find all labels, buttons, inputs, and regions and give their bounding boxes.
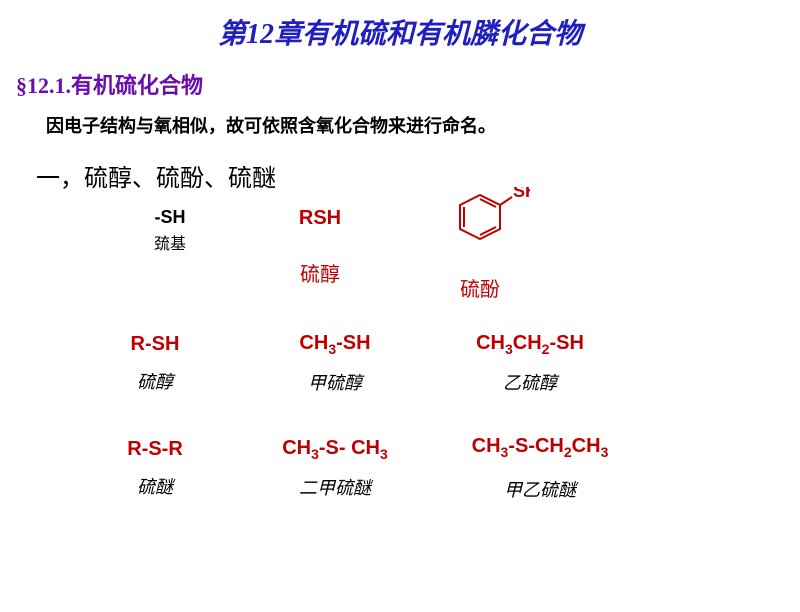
rsh-label: 硫醇 [300,258,340,287]
r2c3-formula: CH3CH2-SH [476,332,584,357]
r3c2-label: 二甲硫醚 [299,474,371,500]
benzene-label: 硫酚 [460,273,500,302]
description-text: 因电子结构与氧相似，故可依照含氧化合物来进行命名。 [46,116,496,136]
cell-r3c2: CH3-S- CH3 二甲硫醚 [240,437,430,500]
subsection-text: 一，硫醇、硫酚、硫醚 [36,166,276,192]
r3c1-label: 硫醚 [137,473,173,499]
cell-r2c2: CH3-SH 甲硫醇 [240,332,430,395]
rsh-formula: RSH [299,207,341,230]
r2c1-label: 硫醇 [137,368,173,394]
r2c1-formula: R-SH [131,333,180,356]
r3c3-label: 甲乙硫醚 [504,476,576,502]
title-text: 第12章有机硫和有机膦化合物 [218,19,582,50]
row-3: R-S-R 硫醚 CH3-S- CH3 二甲硫醚 CH3-S-CH2CH3 甲乙… [70,435,800,502]
cell-r3c1: R-S-R 硫醚 [70,438,240,499]
r2c2-label: 甲硫醇 [308,369,362,395]
row-1: -SH 巯基 RSH 硫醇 SH 硫酚 [100,207,800,302]
cell-r2c3: CH3CH2-SH 乙硫醇 [430,332,630,395]
section-heading: §12.1.有机硫化合物 [16,68,800,100]
sh-label: 巯基 [154,230,186,254]
r2c3-label: 乙硫醇 [503,369,557,395]
chapter-title: 第12章有机硫和有机膦化合物 [0,12,800,52]
cell-r2c1: R-SH 硫醇 [70,333,240,394]
benzene-ring-icon: SH [430,187,530,267]
sh-formula: -SH [155,207,186,228]
r3c3-formula: CH3-S-CH2CH3 [472,435,609,460]
cell-r3c3: CH3-S-CH2CH3 甲乙硫醚 [430,435,650,502]
description: 因电子结构与氧相似，故可依照含氧化合物来进行命名。 [46,112,800,138]
row-2: R-SH 硫醇 CH3-SH 甲硫醇 CH3CH2-SH 乙硫醇 [70,332,800,395]
cell-sh: -SH 巯基 [100,207,240,254]
r3c1-formula: R-S-R [127,438,183,461]
cell-rsh: RSH 硫醇 [240,207,400,287]
r2c2-formula: CH3-SH [299,332,370,357]
section-text: §12.1.有机硫化合物 [16,73,203,98]
r3c2-formula: CH3-S- CH3 [282,437,388,462]
benzene-sh-text: SH [513,187,530,201]
cell-benzene: SH 硫酚 [400,187,560,302]
